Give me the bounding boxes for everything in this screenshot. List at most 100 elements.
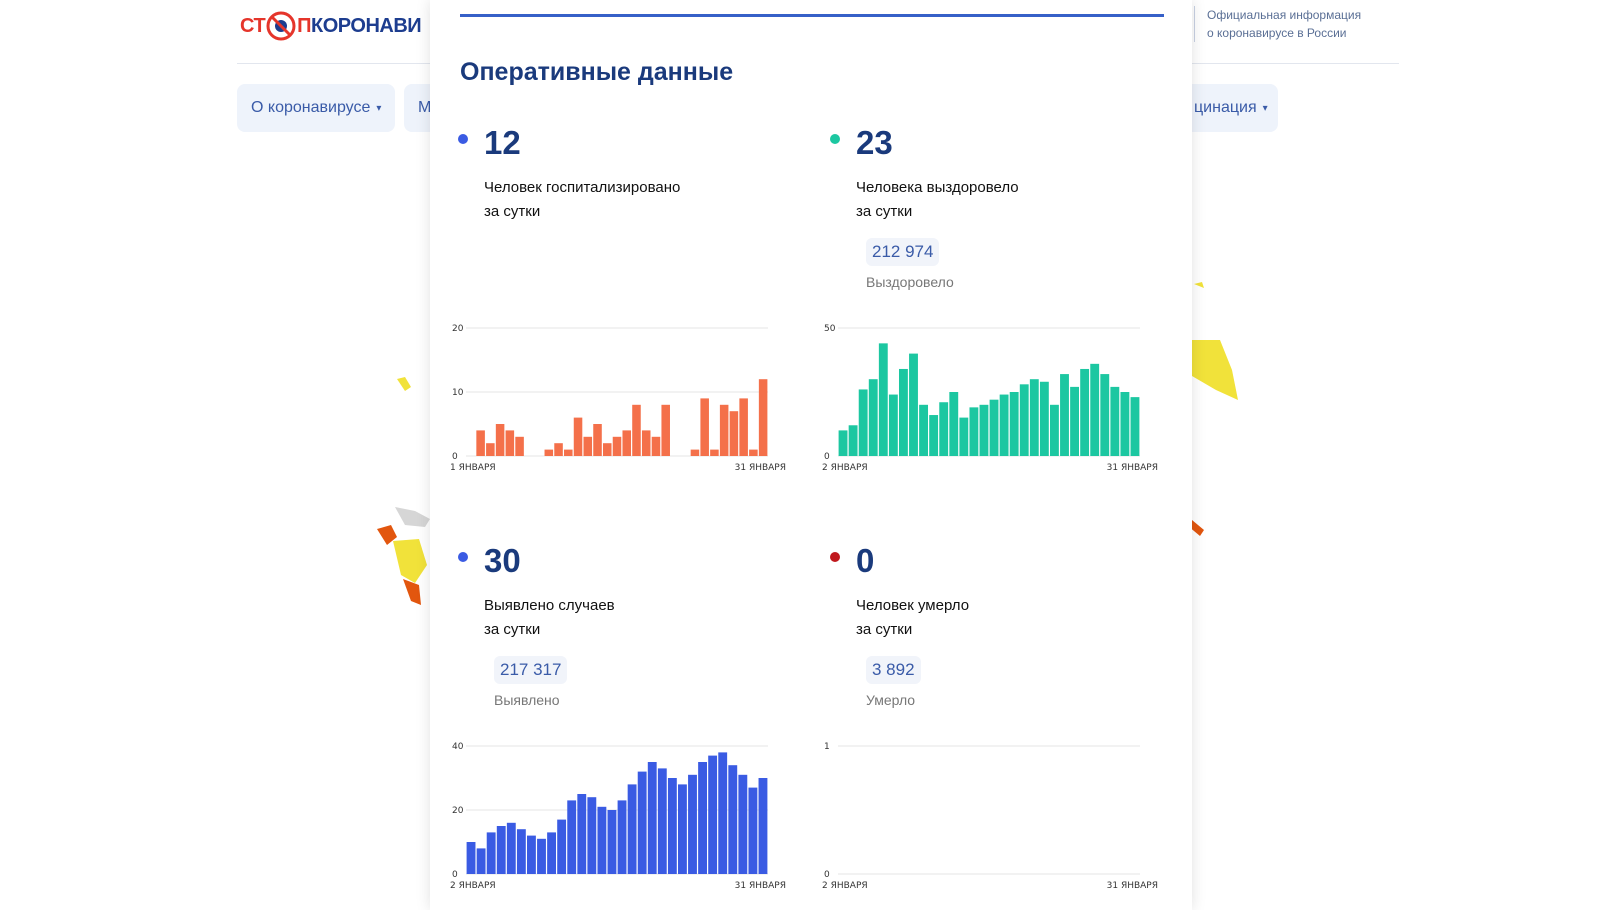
chart-bar	[505, 430, 515, 456]
map-region-fragment	[397, 377, 411, 391]
chart-bar	[959, 417, 969, 456]
chart-bar	[661, 404, 670, 456]
chart-bar	[1100, 374, 1110, 456]
chart-bar	[587, 797, 597, 874]
site-info-line-2: о коронавирусе в России	[1207, 26, 1347, 40]
bullet-dot-icon	[830, 552, 840, 562]
chart-bar	[899, 368, 908, 456]
stat-value: 0	[856, 542, 875, 579]
stat-total-label: Умерло	[866, 692, 916, 708]
y-tick-label: 50	[824, 324, 836, 334]
y-tick-label: 20	[452, 324, 464, 334]
chart-bar	[758, 379, 768, 456]
nav-item-2-label: М	[418, 99, 432, 116]
chart-recovered: 0 50 2 ЯНВАРЯ 31 ЯНВАРЯ	[822, 324, 1158, 473]
chart-bar	[632, 404, 641, 456]
chart-bar	[1080, 368, 1090, 456]
chart-bar	[602, 443, 612, 456]
chart-bar	[909, 353, 918, 456]
chart-cases: 0 20 40 2 ЯНВАРЯ 31 ЯНВАРЯ	[450, 742, 786, 891]
x-tick-label-start: 2 ЯНВАРЯ	[822, 881, 868, 891]
y-tick-label: 20	[452, 806, 464, 816]
stat-value: 30	[484, 542, 521, 579]
chart-bar	[700, 398, 709, 456]
chart-bar	[989, 399, 999, 456]
chart-bar	[597, 806, 607, 874]
chart-bar	[758, 778, 768, 874]
y-tick-label: 0	[824, 870, 830, 880]
chart-bar	[547, 832, 556, 874]
chart-bar	[969, 407, 979, 456]
site-info-line-1: Официальная информация	[1207, 8, 1362, 22]
chart-bar	[748, 787, 758, 874]
stat-total-badge: 3 892	[866, 656, 921, 684]
chart-bar	[515, 436, 524, 456]
chart-bar	[729, 411, 739, 456]
x-tick-label-end: 31 ЯНВАРЯ	[735, 463, 786, 473]
chart-bar	[1130, 397, 1140, 456]
chart-bar	[583, 436, 593, 456]
chart-bar	[622, 430, 632, 456]
chart-bar	[657, 768, 667, 874]
chart-deaths: 0 1 2 ЯНВАРЯ 31 ЯНВАРЯ	[822, 742, 1158, 891]
chart-bar	[537, 838, 546, 874]
chart-bar	[858, 389, 868, 456]
x-tick-label-end: 31 ЯНВАРЯ	[1107, 881, 1158, 891]
x-tick-label-end: 31 ЯНВАРЯ	[735, 881, 786, 891]
chart-bar	[593, 424, 602, 456]
stat-total-badge: 217 317	[494, 656, 568, 684]
stat-total-label: Выздоровело	[866, 274, 954, 290]
chart-bar	[738, 774, 748, 874]
chart-bar	[878, 343, 888, 456]
chart-bar	[690, 449, 700, 456]
chart-bar	[888, 394, 898, 456]
y-tick-label: 1	[824, 742, 830, 752]
chart-bar	[516, 829, 526, 874]
chart-bar	[710, 449, 719, 456]
chart-bar	[495, 424, 505, 456]
chart-bar	[719, 404, 729, 456]
stat-value: 12	[484, 124, 521, 161]
chart-bar	[749, 449, 758, 456]
panel-title: Оперативные данные	[460, 58, 734, 86]
chart-bar	[476, 848, 486, 874]
chart-bar	[838, 430, 848, 456]
chart-bar	[939, 402, 949, 456]
map-region-fragment	[377, 507, 430, 605]
chart-bar	[506, 822, 516, 874]
y-tick-label: 0	[452, 870, 458, 880]
site-official-info: Официальная информация о коронавирусе в …	[1194, 6, 1361, 42]
chart-bar	[698, 762, 707, 874]
chart-bar	[637, 771, 647, 874]
chart-bar	[1060, 374, 1069, 456]
chart-bar	[688, 774, 697, 874]
chart-bar	[476, 430, 485, 456]
panel-top-line	[460, 14, 1164, 17]
chart-bar	[486, 832, 496, 874]
bullet-dot-icon	[458, 552, 468, 562]
chart-bar	[667, 778, 677, 874]
chart-bar	[1110, 386, 1120, 456]
chart-bar	[486, 443, 495, 456]
chart-bar	[607, 810, 617, 874]
stat-total-label: Выявлено	[494, 692, 560, 708]
chart-bar	[577, 794, 587, 874]
site-logo[interactable]: СТ П КОРОНАВИ	[240, 8, 422, 44]
chart-bar	[627, 784, 637, 874]
chart-bar	[929, 415, 939, 456]
y-tick-label: 0	[452, 452, 458, 462]
chart-bar	[554, 443, 563, 456]
nav-about-label: О коронавирусе	[251, 99, 371, 116]
stat-description: Человек умерло за сутки	[856, 597, 970, 638]
stat-total-badge: 212 974	[866, 238, 940, 266]
logo-text-st: СТ	[240, 14, 266, 37]
nav-about-coronavirus[interactable]: О коронавирусе ▾	[237, 84, 395, 132]
chart-bar	[678, 784, 687, 874]
y-tick-label: 40	[452, 742, 464, 752]
chevron-down-icon: ▾	[1262, 102, 1268, 114]
chart-bar	[919, 404, 928, 456]
chart-bar	[1039, 381, 1049, 456]
bullet-dot-icon	[458, 134, 468, 144]
stat-description: Человека выздоровело за сутки	[856, 179, 1019, 220]
x-tick-label-end: 31 ЯНВАРЯ	[1107, 463, 1158, 473]
